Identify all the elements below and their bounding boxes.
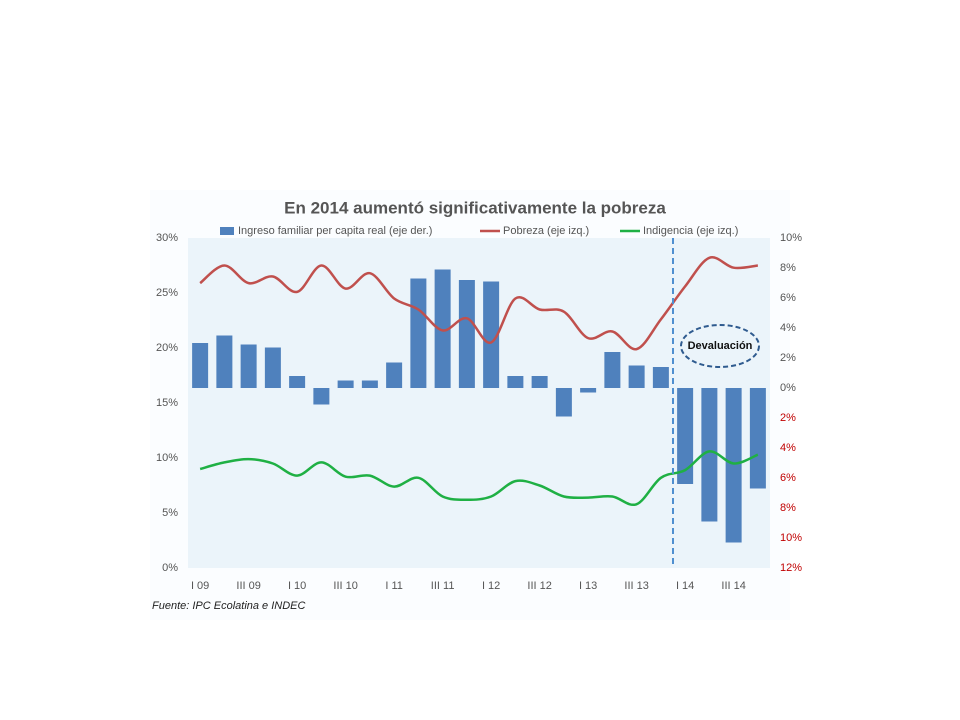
bar: [531, 376, 548, 388]
y2-tick-label: 2%: [780, 412, 796, 424]
source: Fuente: IPC Ecolatina e INDEC: [152, 600, 306, 612]
y2-tick-label: 8%: [780, 502, 796, 514]
line: [199, 450, 759, 507]
legend-swatch: [220, 227, 234, 235]
x-tick-label: I 13: [579, 580, 597, 592]
bar: [507, 376, 524, 388]
y2-tick-label: 2%: [780, 352, 796, 364]
bar: [216, 335, 233, 388]
x-tick-label: I 10: [288, 580, 306, 592]
x-tick-label: I 14: [676, 580, 694, 592]
x-tick-label: III 10: [333, 580, 357, 592]
y2-tick-label: 10%: [780, 532, 802, 544]
line: [199, 256, 759, 351]
bar: [677, 388, 694, 484]
legend-label: Indigencia (eje izq.): [643, 225, 738, 237]
legend-label: Ingreso familiar per capita real (eje de…: [238, 225, 432, 237]
y2-tick-label: 6%: [780, 292, 796, 304]
annotation: Devaluación: [688, 340, 753, 352]
y2-tick-label: 4%: [780, 322, 796, 334]
bar: [725, 388, 742, 543]
legend-label: Pobreza (eje izq.): [503, 225, 589, 237]
x-tick-label: III 14: [721, 580, 745, 592]
x-tick-label: III 11: [431, 580, 455, 592]
bar: [604, 352, 621, 388]
bar: [313, 388, 330, 405]
x-tick-label: III 12: [527, 580, 551, 592]
y-tick-label: 0%: [162, 562, 178, 574]
y2-tick-label: 0%: [780, 382, 796, 394]
y-tick-label: 10%: [156, 452, 178, 464]
y-tick-label: 30%: [156, 232, 178, 244]
bar: [701, 388, 718, 522]
bar: [555, 388, 572, 417]
bar: [580, 388, 597, 393]
x-tick-label: III 09: [236, 580, 260, 592]
bar: [652, 367, 669, 388]
bar: [628, 365, 645, 388]
y2-tick-label: 8%: [780, 262, 796, 274]
y2-tick-label: 12%: [780, 562, 802, 574]
y-tick-label: 5%: [162, 507, 178, 519]
y-tick-label: 15%: [156, 397, 178, 409]
y2-tick-label: 10%: [780, 232, 802, 244]
annotation-ring: [680, 324, 760, 368]
x-tick-label: I 12: [482, 580, 500, 592]
bar: [240, 344, 257, 388]
bar: [289, 376, 306, 388]
bar: [192, 343, 209, 388]
x-tick-label: I 09: [191, 580, 209, 592]
x-tick-label: III 13: [624, 580, 648, 592]
y-tick-label: 20%: [156, 342, 178, 354]
bar: [264, 347, 281, 388]
y2-tick-label: 4%: [780, 442, 796, 454]
bar: [434, 269, 451, 388]
bar: [749, 388, 766, 489]
bar: [483, 281, 500, 388]
bar: [337, 380, 354, 388]
bar: [458, 280, 475, 388]
bar: [386, 362, 403, 388]
y-tick-label: 25%: [156, 287, 178, 299]
y2-tick-label: 6%: [780, 472, 796, 484]
bar: [361, 380, 378, 388]
bar: [410, 278, 427, 388]
chart-title: En 2014 aumentó significativamente la po…: [284, 198, 666, 217]
x-tick-label: I 11: [385, 580, 403, 592]
